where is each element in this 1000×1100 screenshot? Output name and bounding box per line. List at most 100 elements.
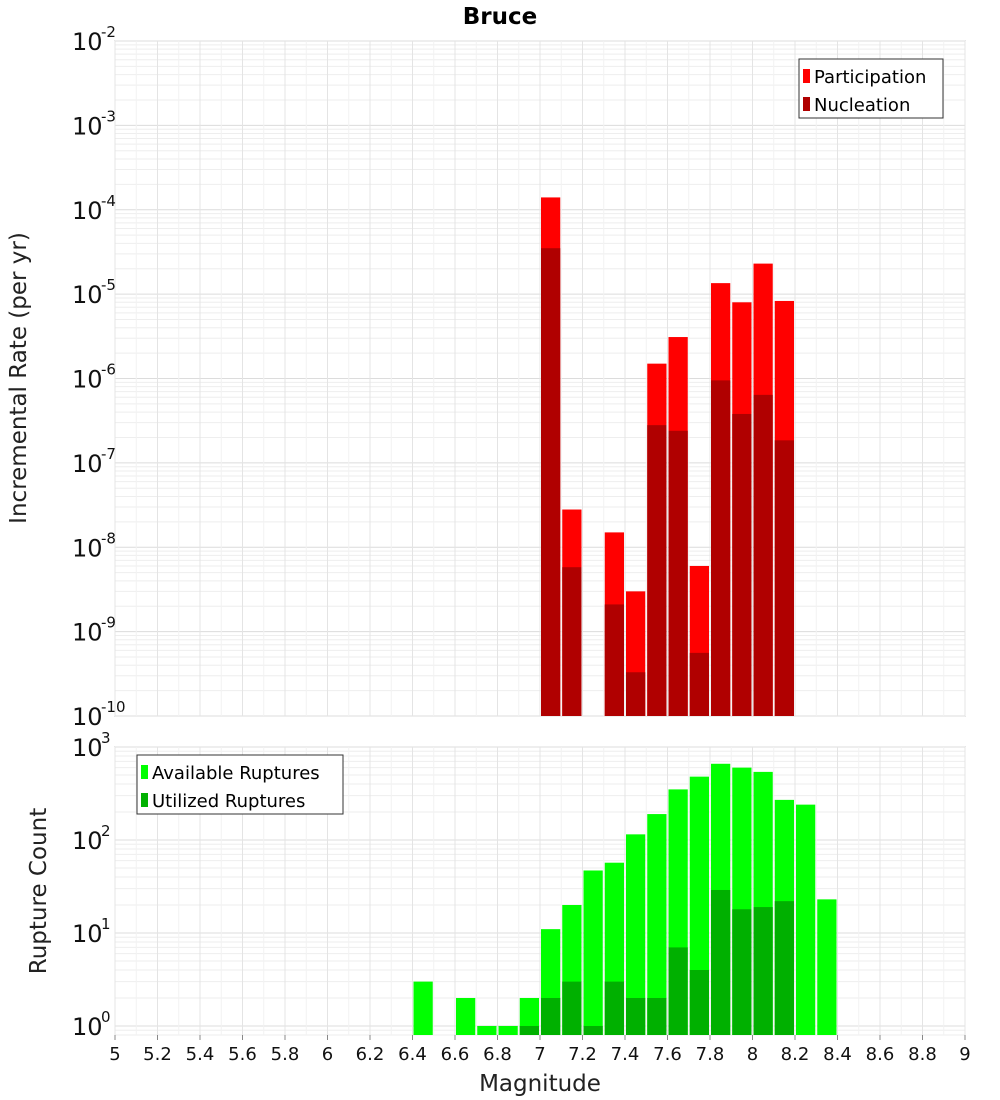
y-tick-label: 10-4 [72, 192, 116, 225]
x-tick-label: 7 [534, 1044, 545, 1065]
x-tick-label: 8.2 [781, 1044, 810, 1065]
x-tick-label: 8.4 [823, 1044, 852, 1065]
bar-nucleation [562, 567, 582, 716]
y-tick-exponent: 0 [101, 1008, 111, 1026]
x-tick-label: 7.2 [568, 1044, 597, 1065]
legend-swatch [803, 97, 810, 111]
x-tick-label: 5.2 [143, 1044, 172, 1065]
bar-available-ruptures [647, 814, 667, 1035]
y-tick-exponent: 3 [101, 729, 111, 747]
bar-available-ruptures [796, 804, 816, 1035]
y-tick-label: 10-9 [72, 614, 116, 647]
y-tick-base: 10 [72, 1013, 103, 1041]
y-tick-label: 10-2 [72, 23, 116, 56]
y-tick-exponent: -2 [101, 23, 116, 41]
bar-utilized-ruptures [647, 997, 667, 1035]
y-tick-exponent: -10 [101, 698, 126, 716]
bar-utilized-ruptures [626, 997, 646, 1035]
y-tick-base: 10 [72, 734, 103, 762]
legend-label: Utilized Ruptures [152, 791, 305, 812]
bar-available-ruptures [519, 997, 539, 1035]
bar-utilized-ruptures [711, 889, 731, 1035]
bar-nucleation [626, 672, 646, 716]
bar-nucleation [604, 604, 624, 716]
rate-gridlines [114, 40, 966, 717]
bar-nucleation [753, 394, 773, 716]
x-tick-label: 7.4 [611, 1044, 640, 1065]
x-tick-label: 8.6 [866, 1044, 895, 1065]
y-tick-base: 10 [72, 827, 103, 855]
legend-entry: Available Ruptures [141, 763, 320, 784]
x-tick-label: 8.8 [908, 1044, 937, 1065]
bar-utilized-ruptures [668, 947, 688, 1035]
bar-available-ruptures [456, 997, 476, 1035]
y-tick-label: 101 [72, 915, 111, 948]
y-tick-base: 10 [72, 366, 103, 394]
bar-available-ruptures [626, 834, 646, 1035]
y-tick-exponent: 2 [101, 822, 111, 840]
bar-available-ruptures [413, 981, 433, 1035]
legend-swatch [803, 69, 810, 83]
y-tick-exponent: 1 [101, 915, 111, 933]
legend-label: Available Ruptures [152, 763, 320, 784]
legend-entry: Nucleation [803, 95, 910, 116]
legend-label: Nucleation [814, 95, 910, 116]
rate-legend: Participation Nucleation [798, 58, 944, 119]
y-tick-base: 10 [72, 619, 103, 647]
x-tick-label: 5 [109, 1044, 120, 1065]
y-tick-base: 10 [72, 112, 103, 140]
bar-utilized-ruptures [519, 1025, 539, 1035]
y-tick-base: 10 [72, 281, 103, 309]
legend-swatch [141, 793, 148, 807]
y-tick-exponent: -4 [101, 192, 116, 210]
bar-nucleation [732, 413, 752, 716]
legend-box [136, 754, 344, 815]
y-tick-exponent: -3 [101, 107, 116, 125]
chart-title: Bruce [463, 4, 537, 30]
y-tick-base: 10 [72, 450, 103, 478]
count-y-axis-label: Rupture Count [26, 808, 52, 974]
y-tick-exponent: -8 [101, 529, 116, 547]
legend-swatch [141, 765, 148, 779]
y-tick-base: 10 [72, 28, 103, 56]
bar-utilized-ruptures [753, 907, 773, 1035]
x-tick-label: 5.4 [186, 1044, 215, 1065]
y-tick-base: 10 [72, 534, 103, 562]
y-tick-label: 102 [72, 822, 111, 855]
bar-available-ruptures [498, 1025, 518, 1035]
y-tick-base: 10 [72, 920, 103, 948]
rate-bars [541, 197, 794, 717]
bar-nucleation [711, 380, 731, 716]
y-tick-label: 103 [72, 729, 111, 762]
bar-utilized-ruptures [604, 981, 624, 1035]
bar-available-ruptures [477, 1025, 497, 1035]
x-tick-label: 6.6 [441, 1044, 470, 1065]
x-tick-label: 6.8 [483, 1044, 512, 1065]
x-tick-label: 9 [959, 1044, 970, 1065]
bar-nucleation [668, 430, 688, 716]
bar-utilized-ruptures [562, 981, 582, 1035]
legend-box [798, 58, 944, 119]
count-legend: Available Ruptures Utilized Ruptures [136, 754, 344, 815]
bar-utilized-ruptures [732, 909, 752, 1035]
bar-utilized-ruptures [541, 997, 561, 1035]
bar-nucleation [647, 425, 667, 716]
y-tick-exponent: -9 [101, 614, 116, 632]
bar-available-ruptures [817, 899, 837, 1035]
y-tick-base: 10 [72, 703, 103, 731]
legend-entry: Utilized Ruptures [141, 791, 305, 812]
legend-label: Participation [814, 67, 926, 88]
x-tick-label: 8 [747, 1044, 758, 1065]
x-tick-label: 5.8 [271, 1044, 300, 1065]
bar-utilized-ruptures [689, 969, 709, 1035]
x-tick-label: 7.6 [653, 1044, 682, 1065]
rate-panel: 10-210-310-410-510-610-710-810-910-10 In… [6, 23, 966, 731]
y-tick-exponent: -7 [101, 445, 116, 463]
y-tick-label: 10-7 [72, 445, 116, 478]
count-x-tick-labels: 5 5.2 5.4 5.6 5.8 6 6.2 6.4 6.6 6.8 7 7.2 7.4 7.6 7.8 8… [109, 1035, 971, 1065]
x-tick-label: 6.2 [356, 1044, 385, 1065]
count-bars [413, 763, 837, 1035]
